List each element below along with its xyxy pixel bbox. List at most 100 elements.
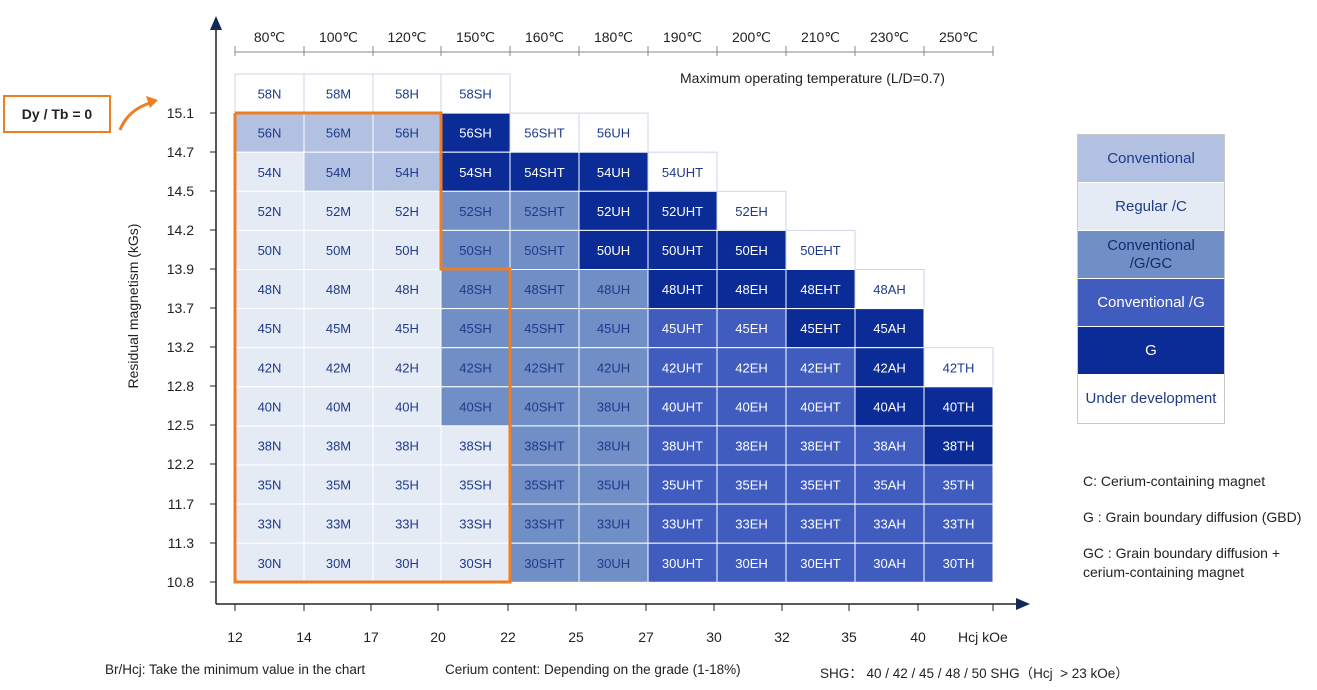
grade-label: 40EH <box>735 399 768 414</box>
grade-label: 48H <box>395 282 419 297</box>
grade-label: 45SHT <box>524 321 565 336</box>
grade-cell <box>647 386 718 427</box>
legend-label: Conventional /G <box>1097 293 1205 311</box>
grade-cell <box>578 503 649 544</box>
grade-label: 33UH <box>597 517 630 532</box>
grade-label: 45N <box>258 321 282 336</box>
grade-label: 33EH <box>735 517 768 532</box>
grade-label: 38UH <box>597 438 630 453</box>
grade-cell <box>785 386 856 427</box>
legend-label: Regular /C <box>1115 197 1187 215</box>
grade-cell <box>234 386 305 427</box>
grade-label: 50M <box>326 243 351 258</box>
grade-label: 50UH <box>597 243 630 258</box>
legend-notes: C: Cerium-containing magnet G : Grain bo… <box>1083 472 1301 599</box>
x-tick-label: 22 <box>500 629 516 645</box>
grade-cell <box>716 308 787 349</box>
y-tick-label: 11.7 <box>168 496 194 512</box>
y-tick-label: 12.8 <box>167 378 194 394</box>
chart-title: Maximum operating temperature (L/D=0.7) <box>680 70 945 86</box>
grade-label: 56SH <box>459 126 492 141</box>
legend-item-reg: Regular /C <box>1078 183 1224 231</box>
grade-cell <box>509 190 580 231</box>
x-tick-label: 35 <box>841 629 857 645</box>
footer-middle: Cerium content: Depending on the grade (… <box>445 662 741 677</box>
grade-label: 30EH <box>735 556 768 571</box>
x-tick-label: 14 <box>296 629 312 645</box>
grade-cell <box>234 425 305 466</box>
legend-label: Conventional <box>1107 149 1195 167</box>
grade-cell <box>303 542 374 583</box>
grade-label: 35SH <box>459 478 492 493</box>
grade-cell <box>372 151 442 192</box>
grade-cell <box>716 503 787 544</box>
grade-label: 35SHT <box>524 478 565 493</box>
grade-label: 52N <box>258 204 282 219</box>
temperature-tick-label: 160℃ <box>525 29 564 45</box>
grade-cell <box>440 542 511 583</box>
legend-item-cg: Conventional /G <box>1078 279 1224 327</box>
grade-label: 30TH <box>943 556 975 571</box>
grade-label: 52SHT <box>524 204 565 219</box>
grade-cell <box>509 386 580 427</box>
grade-label: 40TH <box>943 399 975 414</box>
x-tick-label: 12 <box>227 629 243 645</box>
grade-cell <box>716 425 787 466</box>
grade-cells: 58N 58M 58H 58SH 56N 56M 56H 56SH 56SHT 56UH 54N 54… <box>234 73 994 583</box>
grade-label: 38EHT <box>800 438 841 453</box>
grade-label: 54N <box>258 165 282 180</box>
grade-cell <box>578 347 649 388</box>
grade-cell <box>647 503 718 544</box>
grade-label: 58M <box>326 87 351 102</box>
temperature-tick-label: 100℃ <box>319 29 358 45</box>
grade-label: 33SHT <box>524 517 565 532</box>
grade-label: 42SHT <box>524 360 565 375</box>
highlight-overlay <box>118 96 512 584</box>
grade-label: 48UHT <box>662 282 703 297</box>
grade-label: 56H <box>395 126 419 141</box>
grade-label: 35H <box>395 478 419 493</box>
grade-label: 30UHT <box>662 556 703 571</box>
y-tick-label: 12.5 <box>167 417 194 433</box>
grade-label: 50SHT <box>524 243 565 258</box>
grade-label: 52M <box>326 204 351 219</box>
grade-label: 40EHT <box>800 399 841 414</box>
grade-label: 56M <box>326 126 351 141</box>
grade-cell <box>372 73 442 114</box>
note-gc-line2: cerium-containing magnet <box>1083 564 1245 580</box>
x-tick-label: 20 <box>430 629 446 645</box>
grade-label: 54M <box>326 165 351 180</box>
grade-label: 54UH <box>597 165 630 180</box>
temperature-tick-label: 250℃ <box>939 29 978 45</box>
grade-cell <box>303 503 374 544</box>
grade-cell <box>372 269 442 310</box>
grade-label: 33AH <box>873 517 906 532</box>
grade-label: 42SH <box>459 360 492 375</box>
grade-cell <box>509 464 580 505</box>
grade-cell <box>440 73 511 114</box>
y-tick-label: 11.3 <box>168 535 194 551</box>
grade-cell <box>303 229 374 270</box>
legend: Conventional Regular /C Conventional /G/GC… <box>1077 134 1225 424</box>
grade-label: 42EHT <box>800 360 841 375</box>
y-tick-label: 12.2 <box>167 456 194 472</box>
grade-label: 30EHT <box>800 556 841 571</box>
y-tick-label: 10.8 <box>167 574 194 590</box>
grade-cell <box>303 464 374 505</box>
axes <box>210 16 1030 610</box>
grade-label: 33UHT <box>662 517 703 532</box>
temperature-tick-label: 120℃ <box>387 29 426 45</box>
grade-label: 48AH <box>873 282 906 297</box>
grade-cell <box>647 269 718 310</box>
grade-label: 33SH <box>459 517 492 532</box>
grade-label: 48EH <box>735 282 768 297</box>
grade-label: 42UHT <box>662 360 703 375</box>
grade-label: 38UH <box>597 399 630 414</box>
grade-label: 40M <box>326 399 351 414</box>
grade-label: 42AH <box>873 360 906 375</box>
y-tick-label: 13.2 <box>167 339 194 355</box>
y-tick-label: 13.9 <box>167 261 194 277</box>
grade-label: 58SH <box>459 87 492 102</box>
grade-label: 45EHT <box>800 321 841 336</box>
grade-cell <box>785 229 856 270</box>
